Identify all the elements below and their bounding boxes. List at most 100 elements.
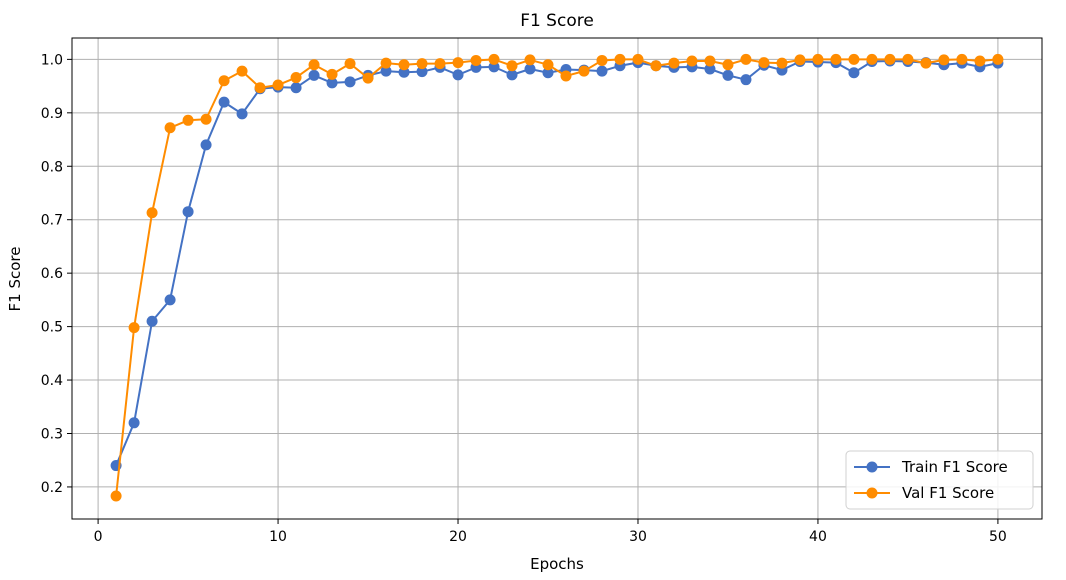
data-point-val	[146, 207, 158, 219]
y-tick-label: 0.7	[41, 213, 63, 229]
data-point-val	[542, 59, 554, 71]
data-point-val	[218, 75, 230, 87]
data-point-val	[470, 54, 482, 66]
series-layer	[110, 53, 1004, 502]
data-point-train	[344, 76, 356, 88]
data-point-val	[236, 65, 248, 77]
data-point-val	[668, 57, 680, 69]
data-point-val	[398, 59, 410, 71]
y-tick-label: 0.2	[41, 480, 63, 496]
data-point-train	[290, 82, 302, 94]
y-tick-label: 0.3	[41, 426, 63, 442]
data-point-train	[416, 66, 428, 78]
series-line-train	[115, 59, 999, 466]
data-point-train	[218, 96, 230, 108]
grid-lines	[72, 38, 1042, 519]
axis-ticks: 0 10 20 30 40 50 0.2 0.3 0.4 0.5 0.6 0.7 0.8 0.9 1.0	[41, 52, 1007, 545]
legend: Train F1 Score Val F1 Score	[845, 450, 1034, 510]
data-point-val	[794, 54, 806, 66]
data-point-val	[416, 58, 428, 70]
data-point-val	[704, 55, 716, 67]
y-tick-label: 0.9	[41, 106, 63, 122]
data-point-val	[524, 54, 536, 66]
data-point-val	[290, 72, 302, 84]
data-point-val	[830, 53, 842, 65]
data-point-train	[326, 77, 338, 89]
data-point-train	[164, 294, 176, 306]
data-point-val	[128, 322, 140, 334]
data-point-val	[434, 58, 446, 70]
y-tick-label: 0.5	[41, 320, 63, 336]
data-point-train	[722, 69, 734, 81]
legend-label-train: Train F1 Score	[901, 458, 1008, 476]
data-point-val	[650, 60, 662, 72]
data-point-val	[344, 58, 356, 70]
x-tick-label: 30	[629, 529, 647, 545]
data-point-train	[524, 63, 536, 75]
data-point-val	[578, 65, 590, 77]
data-point-val	[272, 79, 284, 91]
data-point-train	[542, 67, 554, 79]
y-tick-label: 1.0	[41, 52, 63, 68]
x-axis-label: Epochs	[530, 555, 584, 573]
legend-box	[845, 450, 1034, 510]
data-point-val	[722, 59, 734, 71]
data-point-val	[326, 68, 338, 80]
data-point-val	[740, 53, 752, 65]
x-tick-label: 10	[269, 529, 287, 545]
y-tick-label: 0.6	[41, 266, 63, 282]
data-point-val	[956, 53, 968, 65]
legend-marker-val	[866, 487, 878, 499]
legend-label-val: Val F1 Score	[902, 484, 994, 502]
data-point-train	[308, 69, 320, 81]
data-point-val	[758, 57, 770, 69]
data-point-val	[776, 57, 788, 69]
data-point-val	[308, 59, 320, 71]
data-point-val	[380, 57, 392, 69]
chart-title: F1 Score	[520, 11, 594, 31]
data-point-train	[740, 74, 752, 86]
data-point-val	[974, 55, 986, 67]
data-point-train	[380, 65, 392, 77]
data-point-train	[704, 63, 716, 75]
data-point-val	[632, 53, 644, 65]
data-point-val	[362, 72, 374, 84]
data-point-val	[596, 54, 608, 66]
data-point-val	[812, 53, 824, 65]
series-train	[110, 55, 1004, 472]
data-point-train	[452, 69, 464, 81]
data-point-val	[182, 114, 194, 126]
data-point-val	[848, 53, 860, 65]
data-point-train	[200, 139, 212, 151]
data-point-train	[128, 417, 140, 429]
data-point-val	[920, 57, 932, 69]
y-tick-label: 0.4	[41, 373, 63, 389]
x-tick-label: 20	[449, 529, 467, 545]
data-point-val	[488, 53, 500, 65]
data-point-val	[560, 70, 572, 82]
data-point-val	[164, 122, 176, 134]
data-point-val	[866, 53, 878, 65]
x-tick-label: 0	[94, 529, 103, 545]
data-point-val	[902, 53, 914, 65]
data-point-val	[686, 55, 698, 67]
data-point-val	[992, 53, 1004, 65]
data-point-train	[596, 65, 608, 77]
data-point-val	[884, 53, 896, 65]
data-point-train	[146, 315, 158, 327]
data-point-train	[506, 69, 518, 81]
data-point-val	[200, 113, 212, 125]
data-point-train	[848, 67, 860, 79]
series-val	[110, 53, 1004, 502]
data-point-val	[506, 60, 518, 72]
series-line-val	[115, 58, 998, 497]
data-point-val	[110, 490, 122, 502]
y-axis-label: F1 Score	[6, 247, 24, 312]
x-tick-label: 40	[809, 529, 827, 545]
data-point-val	[254, 82, 266, 94]
data-point-val	[938, 54, 950, 66]
y-tick-label: 0.8	[41, 159, 63, 175]
data-point-train	[236, 108, 248, 120]
data-point-val	[614, 53, 626, 65]
